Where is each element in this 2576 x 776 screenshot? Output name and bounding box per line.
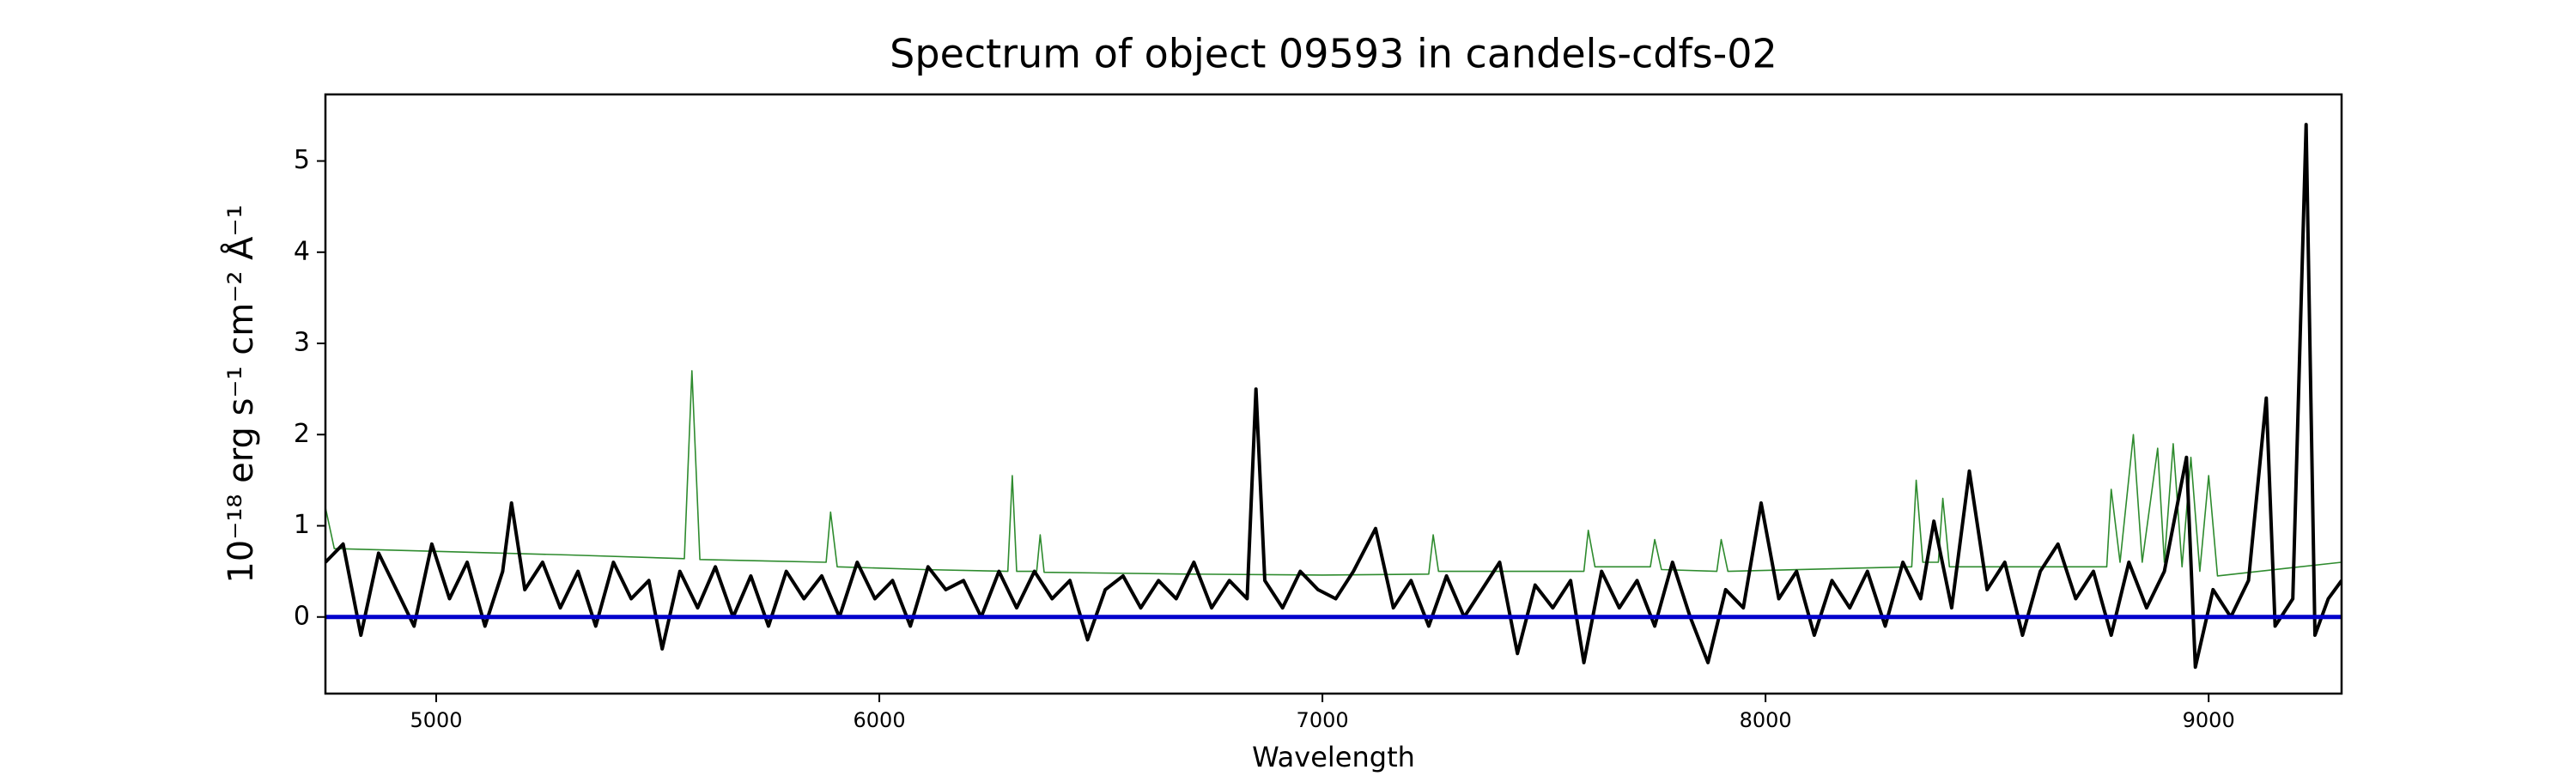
y-tick-label: 3 (294, 328, 310, 358)
series-line (325, 123, 2342, 670)
x-tick-label: 9000 (2183, 708, 2235, 732)
plot-frame (324, 93, 2343, 695)
x-axis-label: Wavelength (1252, 741, 1415, 773)
y-tick-label: 4 (294, 236, 310, 266)
series-line (325, 370, 2342, 577)
y-tick-label: 0 (294, 601, 310, 631)
chart-title: Spectrum of object 09593 in candels-cdfs… (890, 31, 1777, 77)
y-axis-label: 10⁻¹⁸ erg s⁻¹ cm⁻² Å⁻¹ (220, 204, 261, 583)
y-tick-label: 2 (294, 419, 310, 449)
x-tick-label: 7000 (1297, 708, 1349, 732)
x-tick-label: 6000 (854, 708, 906, 732)
x-tick-label: 8000 (1740, 708, 1792, 732)
y-tick-label: 1 (294, 510, 310, 540)
x-tick-label: 5000 (410, 708, 462, 732)
y-tick-label: 5 (294, 145, 310, 175)
